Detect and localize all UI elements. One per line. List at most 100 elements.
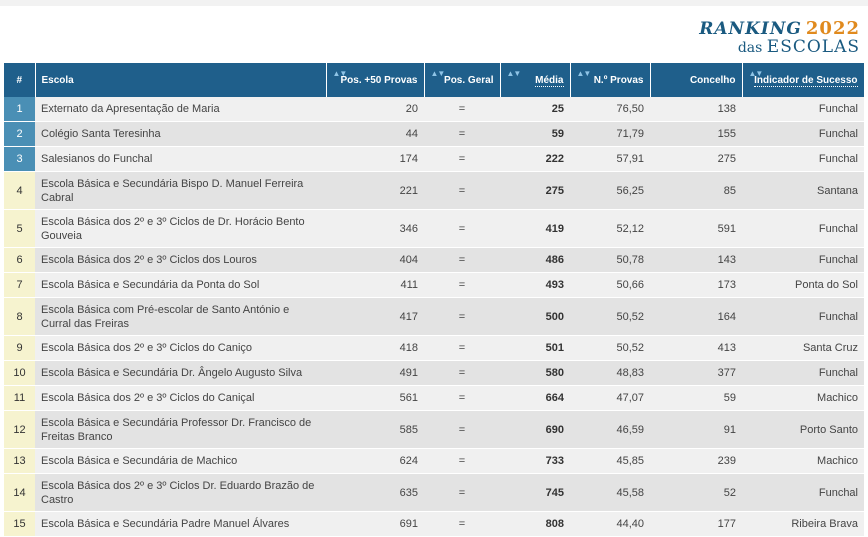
n-provas-cell: 239 <box>650 448 742 474</box>
school-name-cell: Escola Básica dos 2º e 3º Ciclos Dr. Edu… <box>35 473 326 512</box>
pos50-cell: 635 <box>326 473 424 512</box>
equal-cell: = <box>424 171 500 210</box>
table-row[interactable]: 5 Escola Básica dos 2º e 3º Ciclos de Dr.… <box>4 209 864 248</box>
ranking-table: # Escola ▲▼ Pos. +50 Provas ▲▼ Pos. Geral … <box>4 63 865 537</box>
pos-geral-cell: 486 <box>500 247 570 273</box>
rank-cell: 7 <box>4 272 35 298</box>
header-media[interactable]: ▲▼ Média <box>500 63 571 97</box>
media-cell: 76,50 <box>570 97 650 122</box>
table-row[interactable]: 6 Escola Básica dos 2º e 3º Ciclos dos Lo… <box>4 247 864 273</box>
pos50-cell: 174 <box>326 146 424 172</box>
pos50-cell: 44 <box>326 121 424 147</box>
rank-cell: 13 <box>4 448 35 474</box>
pos50-cell: 221 <box>326 171 424 210</box>
table-row[interactable]: 4 Escola Básica e Secundária Bispo D. Man… <box>4 171 864 210</box>
school-name-cell: Escola Básica com Pré-escolar de Santo A… <box>35 297 326 336</box>
media-cell: 50,66 <box>570 272 650 298</box>
table-row[interactable]: 12 Escola Básica e Secundária Professor D… <box>4 410 864 449</box>
n-provas-cell: 164 <box>650 297 742 336</box>
concelho-cell: Santa Cruz <box>742 335 864 361</box>
rank-cell: 2 <box>4 121 35 147</box>
n-provas-cell: 413 <box>650 335 742 361</box>
header-pos50[interactable]: ▲▼ Pos. +50 Provas <box>326 63 425 97</box>
equal-cell: = <box>424 360 500 386</box>
media-cell: 50,52 <box>570 297 650 336</box>
n-provas-cell: 143 <box>650 247 742 273</box>
equal-cell: = <box>424 272 500 298</box>
sort-icon[interactable]: ▲▼ <box>506 69 522 78</box>
table-header-row: # Escola ▲▼ Pos. +50 Provas ▲▼ Pos. Geral … <box>4 63 865 97</box>
media-cell: 47,07 <box>570 385 650 411</box>
concelho-cell: Funchal <box>742 146 864 172</box>
school-name-cell: Escola Básica e Secundária Professor Dr.… <box>35 410 326 449</box>
header-indicador-sucesso[interactable]: ▲▼ Indicador de Sucesso <box>742 63 865 97</box>
header-n-provas[interactable]: ▲▼ N.º Provas <box>570 63 651 97</box>
school-name-cell: Escola Básica e Secundária de Machico <box>35 448 326 474</box>
equal-cell: = <box>424 97 500 122</box>
table-row[interactable]: 8 Escola Básica com Pré-escolar de Santo … <box>4 297 864 336</box>
equal-cell: = <box>424 121 500 147</box>
n-provas-cell: 155 <box>650 121 742 147</box>
n-provas-cell: 52 <box>650 473 742 512</box>
table-row[interactable]: 7 Escola Básica e Secundária da Ponta do … <box>4 272 864 298</box>
concelho-cell: Funchal <box>742 360 864 386</box>
sort-icon[interactable]: ▲▼ <box>576 69 592 78</box>
rank-cell: 10 <box>4 360 35 386</box>
concelho-cell: Machico <box>742 385 864 411</box>
school-name-cell: Escola Básica e Secundária Bispo D. Manu… <box>35 171 326 210</box>
header-school[interactable]: Escola <box>35 63 327 97</box>
media-cell: 57,91 <box>570 146 650 172</box>
table-row[interactable]: 2 Colégio Santa Teresinha 44 = 59 71,79 155 Fun… <box>4 121 864 147</box>
pos50-cell: 411 <box>326 272 424 298</box>
logo-year-text: 2022 <box>805 18 860 39</box>
media-cell: 50,52 <box>570 335 650 361</box>
pos-geral-cell: 419 <box>500 209 570 248</box>
concelho-cell: Santana <box>742 171 864 210</box>
equal-cell: = <box>424 410 500 449</box>
equal-cell: = <box>424 146 500 172</box>
n-provas-cell: 85 <box>650 171 742 210</box>
pos50-cell: 404 <box>326 247 424 273</box>
concelho-cell: Funchal <box>742 297 864 336</box>
pos-geral-cell: 275 <box>500 171 570 210</box>
pos50-cell: 20 <box>326 97 424 122</box>
header-concelho[interactable]: Concelho <box>650 63 743 97</box>
table-row[interactable]: 3 Salesianos do Funchal 174 = 222 57,91 275 Fun… <box>4 146 864 172</box>
logo-das-text: das <box>737 40 763 56</box>
sort-icon[interactable]: ▲▼ <box>748 69 764 78</box>
school-name-cell: Salesianos do Funchal <box>35 146 326 172</box>
rank-cell: 8 <box>4 297 35 336</box>
concelho-cell: Funchal <box>742 209 864 248</box>
table-row[interactable]: 14 Escola Básica dos 2º e 3º Ciclos Dr. E… <box>4 473 864 512</box>
header-rank: # <box>4 63 36 97</box>
equal-cell: = <box>424 473 500 512</box>
table-row[interactable]: 13 Escola Básica e Secundária de Machico 6… <box>4 448 864 474</box>
n-provas-cell: 275 <box>650 146 742 172</box>
pos-geral-cell: 493 <box>500 272 570 298</box>
rank-cell: 5 <box>4 209 35 248</box>
concelho-cell: Funchal <box>742 247 864 273</box>
table-row[interactable]: 11 Escola Básica dos 2º e 3º Ciclos do Ca… <box>4 385 864 411</box>
concelho-cell: Funchal <box>742 473 864 512</box>
ranking-logo: RANKING 2022 das ESCOLAS <box>699 20 860 56</box>
top-bar <box>0 0 868 6</box>
rank-cell: 6 <box>4 247 35 273</box>
rank-cell: 9 <box>4 335 35 361</box>
pos50-cell: 585 <box>326 410 424 449</box>
table-row[interactable]: 10 Escola Básica e Secundária Dr. Ângelo … <box>4 360 864 386</box>
n-provas-cell: 173 <box>650 272 742 298</box>
sort-icon[interactable]: ▲▼ <box>332 69 348 78</box>
pos-geral-cell: 500 <box>500 297 570 336</box>
equal-cell: = <box>424 385 500 411</box>
header-pos-geral[interactable]: ▲▼ Pos. Geral <box>424 63 501 97</box>
n-provas-cell: 591 <box>650 209 742 248</box>
pos-geral-cell: 59 <box>500 121 570 147</box>
sort-icon[interactable]: ▲▼ <box>430 69 446 78</box>
concelho-cell: Funchal <box>742 97 864 122</box>
table-row[interactable]: 1 Externato da Apresentação de Maria 20 = 25… <box>4 97 864 122</box>
logo-ranking-text: RANKING <box>699 19 802 39</box>
concelho-cell: Ponta do Sol <box>742 272 864 298</box>
pos-geral-cell: 501 <box>500 335 570 361</box>
table-row[interactable]: 9 Escola Básica dos 2º e 3º Ciclos do Can… <box>4 335 864 361</box>
concelho-cell: Porto Santo <box>742 410 864 449</box>
